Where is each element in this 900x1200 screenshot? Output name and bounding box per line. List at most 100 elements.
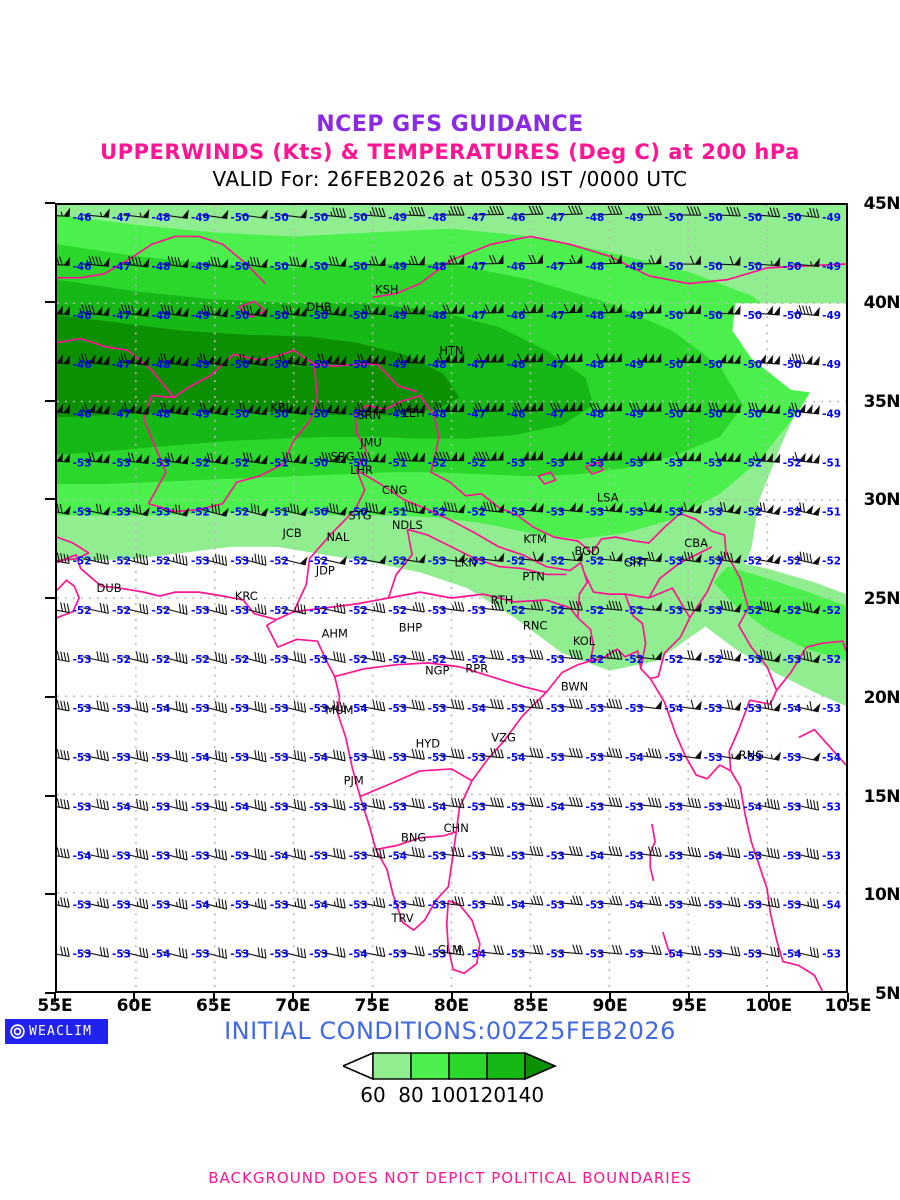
coastline-path — [648, 546, 713, 599]
temperature-label: -53 — [270, 801, 289, 813]
wind-barb — [122, 504, 150, 517]
station-label-BWN: BWN — [561, 679, 588, 693]
temperature-label: -53 — [585, 801, 604, 813]
wind-barb — [83, 452, 110, 464]
coastline-path — [372, 282, 421, 299]
coastline-path — [334, 662, 547, 694]
windspeed-band-se-lobe2 — [713, 566, 846, 661]
x-tick-label-80E: 80E — [433, 996, 470, 1016]
wind-barb — [674, 304, 701, 314]
temperature-label: -49 — [191, 212, 210, 224]
wind-barb — [714, 600, 742, 613]
temperature-label: -53 — [388, 801, 407, 813]
wind-barb — [161, 848, 188, 861]
wind-barb — [793, 601, 821, 615]
temperature-label: -50 — [743, 310, 762, 322]
wind-barb — [240, 799, 267, 812]
temperature-label: -53 — [349, 752, 368, 764]
coastline-path — [775, 640, 846, 691]
coastline-path — [407, 528, 567, 576]
temperature-label: -50 — [783, 310, 802, 322]
colorbar-legend[interactable]: 60 80 100 120 140 — [0, 1050, 900, 1109]
temperature-label: -50 — [270, 359, 289, 371]
wind-barb — [517, 352, 544, 363]
wind-barb — [122, 798, 149, 812]
temperature-label: -53 — [309, 949, 328, 961]
x-tick-label-60E: 60E — [116, 996, 152, 1016]
temperature-label: -52 — [428, 507, 447, 519]
coastline-path — [293, 591, 579, 619]
wind-barb — [160, 304, 189, 318]
temperature-label: -51 — [270, 507, 289, 519]
temperature-label: -53 — [546, 900, 565, 912]
wind-barb — [280, 947, 307, 959]
wind-barb — [83, 847, 109, 860]
temperature-label: -53 — [112, 900, 131, 912]
y-tick-label-35N: 35N — [863, 391, 900, 412]
temperature-label: -53 — [585, 900, 604, 912]
wind-barb — [83, 255, 110, 267]
wind-barb — [240, 553, 267, 566]
wind-barb-layer — [57, 205, 821, 959]
temperature-label: -49 — [625, 359, 644, 371]
wind-barb — [240, 651, 267, 665]
coastline-path — [265, 618, 602, 931]
wind-barb — [315, 402, 347, 415]
temperature-label: -47 — [112, 212, 131, 224]
temperature-label: -53 — [664, 801, 683, 813]
wind-barb — [436, 353, 465, 363]
y-tick-label-20N: 20N — [863, 687, 900, 708]
wind-barb — [161, 750, 188, 763]
wind-barb — [753, 798, 780, 810]
wind-barb — [240, 304, 268, 318]
wind-barb — [83, 208, 110, 218]
station-label-RNC: RNC — [523, 618, 548, 632]
temperature-label: -53 — [388, 949, 407, 961]
wind-barb — [438, 501, 466, 514]
wind-barb — [57, 256, 71, 267]
wind-barb — [83, 651, 109, 663]
station-label-NAL: NAL — [327, 530, 350, 544]
map-plot-area[interactable]: -46 -47 -48 -49 -50 -50 -50 -50 -49 -48 -47 -46 -47 -… — [55, 203, 848, 993]
temperature-label: -53 — [73, 900, 92, 912]
coastline-path — [725, 552, 778, 771]
wind-barb — [477, 552, 505, 562]
wind-barb — [635, 303, 662, 314]
wind-barb — [512, 401, 544, 412]
temperature-label: -54 — [388, 850, 407, 862]
wind-barb — [240, 452, 268, 465]
wind-barb — [201, 603, 228, 616]
wind-barb — [359, 749, 386, 761]
temperature-label: -53 — [625, 801, 644, 813]
temperature-label: -49 — [625, 261, 644, 273]
station-label-DHB: DHB — [306, 300, 331, 314]
wind-barb — [674, 699, 702, 711]
wind-barb — [438, 748, 465, 760]
wind-barb — [589, 401, 622, 412]
y-tick-mark — [45, 300, 55, 303]
wind-barb — [319, 700, 346, 713]
temperature-label: -50 — [664, 408, 683, 420]
coastline-path — [375, 831, 457, 851]
temperature-label: -52 — [467, 654, 486, 666]
temperature-label: -54 — [822, 752, 841, 764]
temperature-label: -53 — [349, 850, 368, 862]
wind-barb — [714, 206, 741, 217]
station-label-NDLS: NDLS — [392, 518, 423, 532]
wind-barb — [635, 501, 663, 513]
x-tick-label-105E: 105E — [824, 996, 872, 1016]
temperature-label: -49 — [388, 261, 407, 273]
temperature-label: -52 — [309, 556, 328, 568]
temperature-label: -48 — [428, 359, 447, 371]
coastline-path — [276, 394, 727, 680]
temperature-label: -50 — [743, 261, 762, 273]
weaclim-logo[interactable]: WEACLIM — [5, 1019, 108, 1044]
wind-barb — [240, 700, 267, 714]
temperature-label: -52 — [309, 605, 328, 617]
wind-barb — [438, 797, 465, 809]
temperature-label: -49 — [822, 359, 841, 371]
temperature-label: -52 — [191, 507, 210, 519]
colorbar-segment — [448, 1052, 488, 1080]
temperature-label: -48 — [152, 408, 171, 420]
wind-barb — [160, 402, 189, 416]
